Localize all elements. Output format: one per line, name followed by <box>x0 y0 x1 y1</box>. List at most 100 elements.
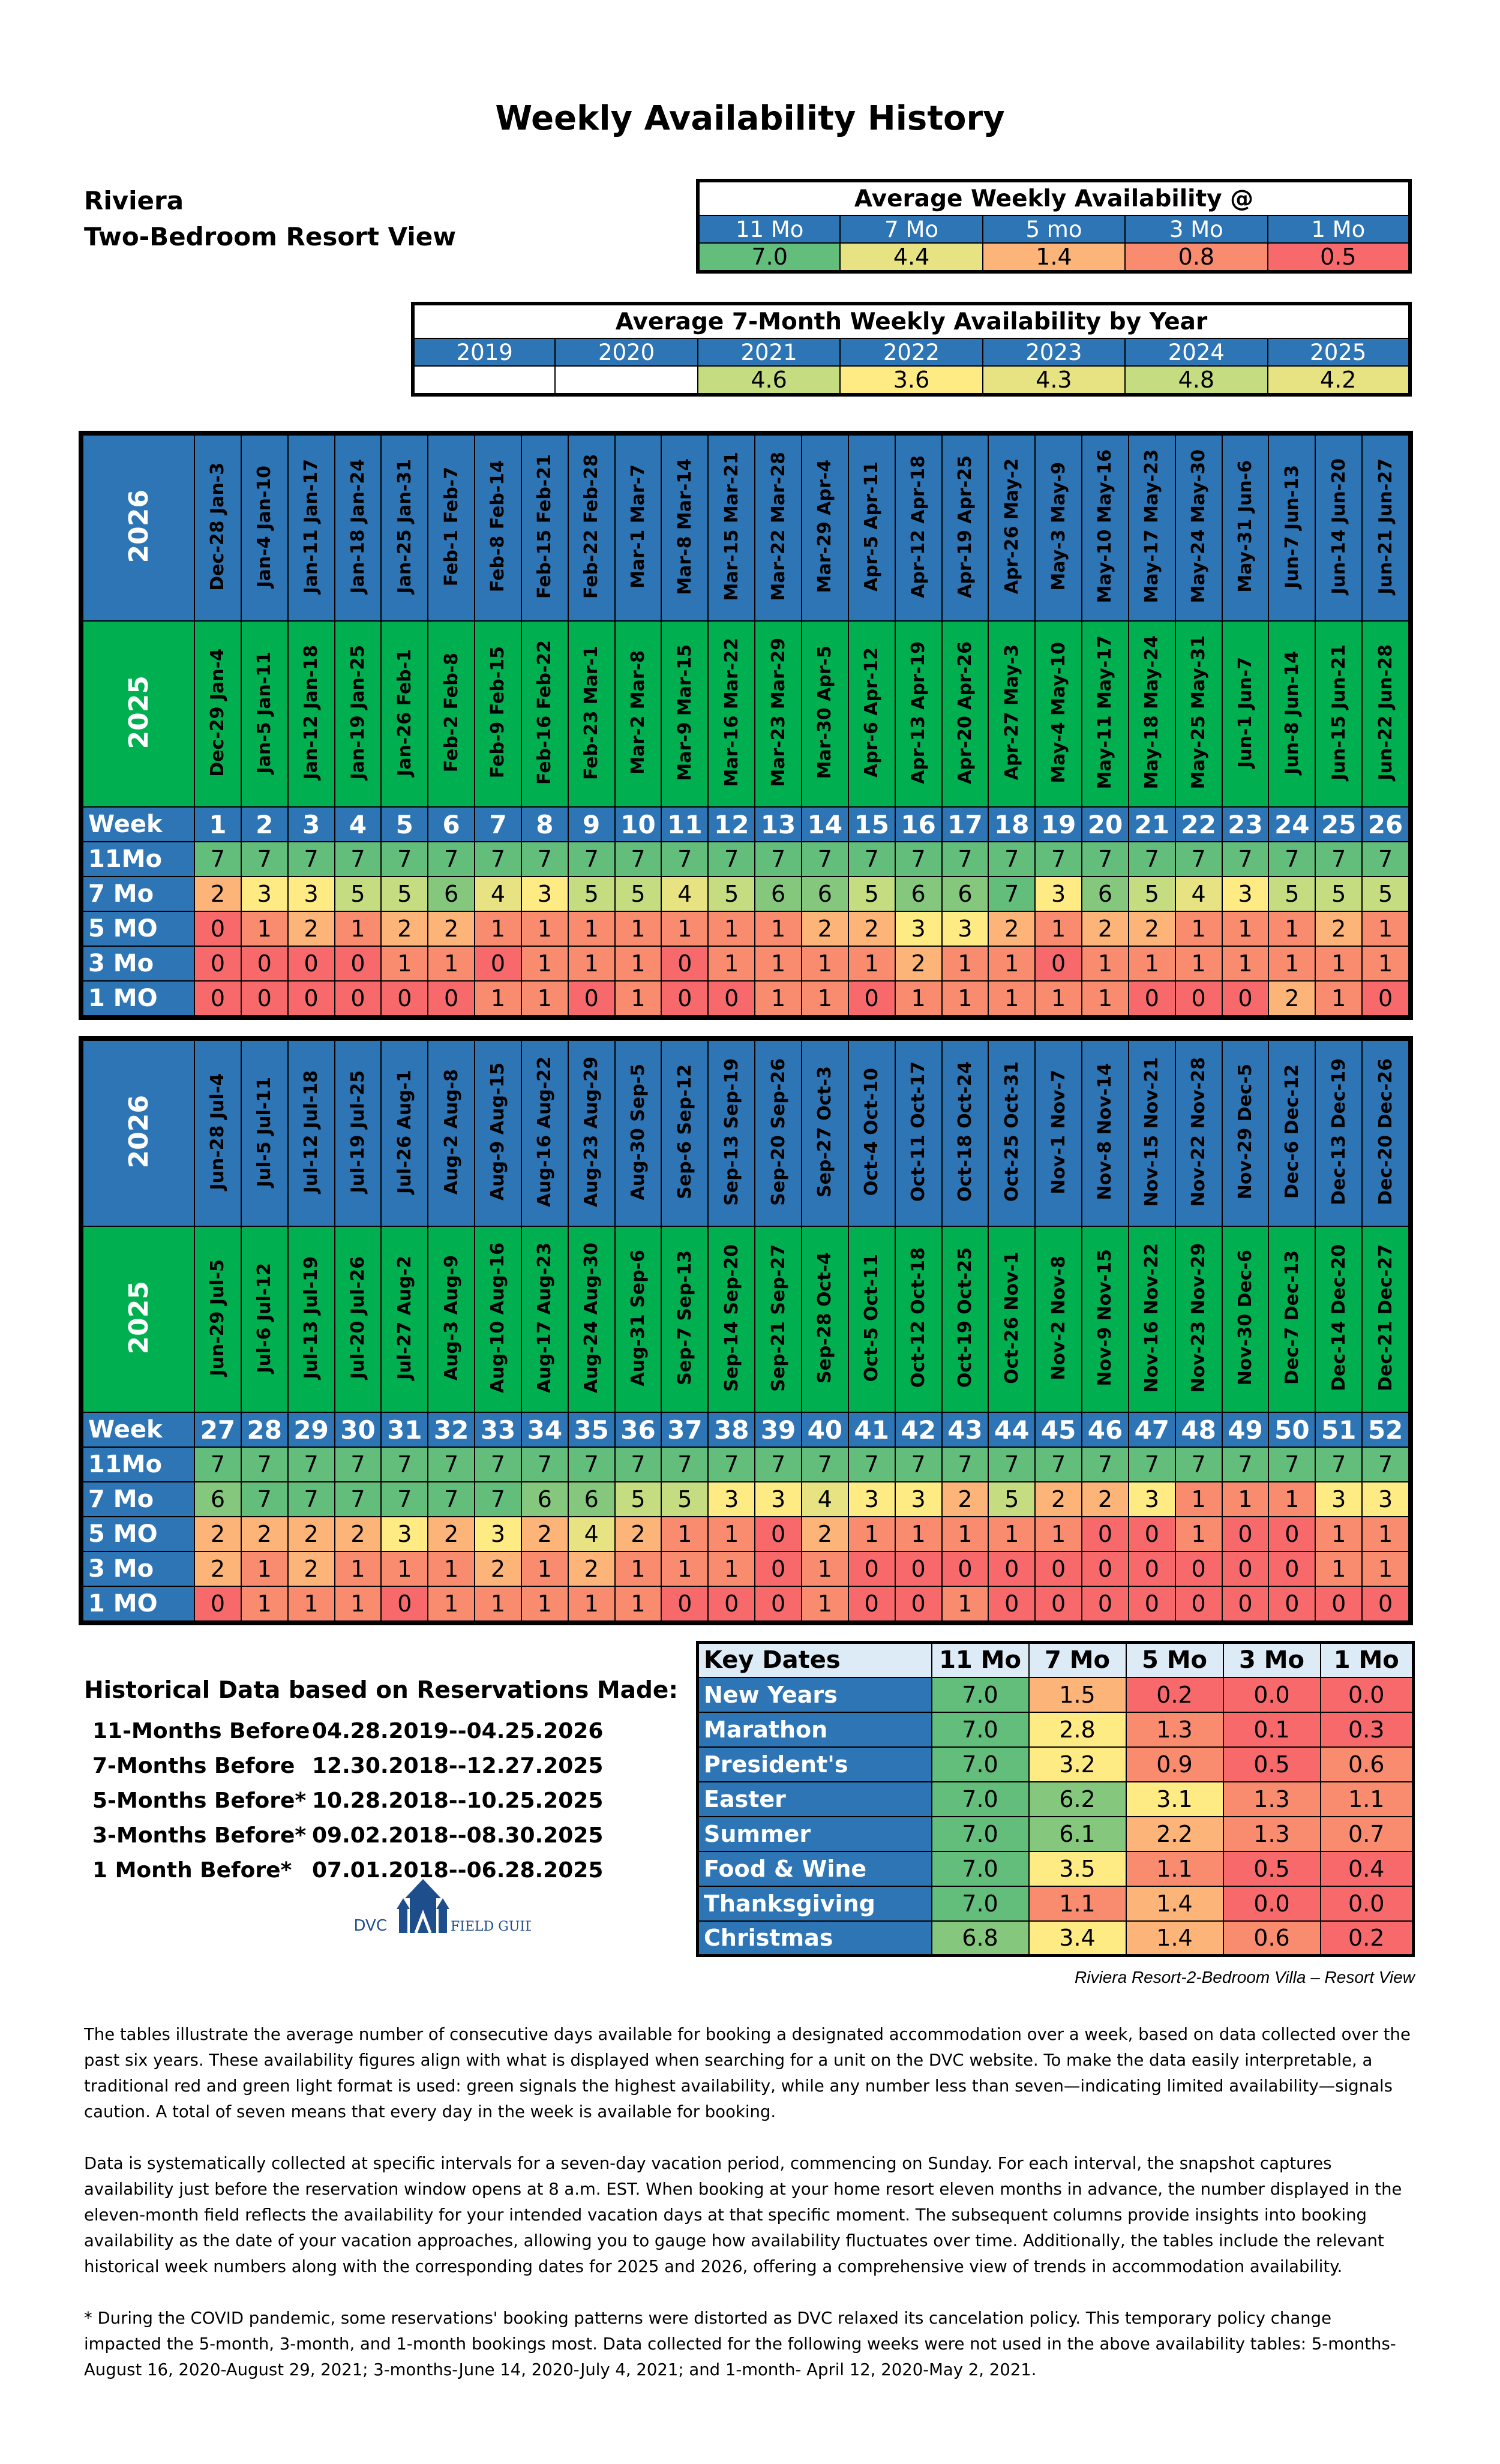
week-number: 33 <box>474 1412 522 1448</box>
availability-cell: 1 <box>1034 1516 1083 1552</box>
availability-cell: 7 <box>1315 1446 1363 1482</box>
year-average: 4.3 <box>982 365 1126 395</box>
week-date-range: Feb-22 Feb-28 <box>567 434 616 622</box>
availability-cell: 2 <box>800 1516 849 1552</box>
week-date-range: Feb-9 Feb-15 <box>474 620 522 808</box>
availability-cell: 7 <box>194 1446 242 1482</box>
availability-cell: 4 <box>800 1481 849 1517</box>
date-range-text: Mar-2 Mar-8 <box>628 650 649 775</box>
availability-cell: 2 <box>520 1516 569 1552</box>
availability-cell: 0 <box>1174 1551 1223 1587</box>
week-date-range: Apr-12 Apr-18 <box>894 434 943 622</box>
date-range-text: Oct-25 Oct-31 <box>1001 1061 1022 1202</box>
availability-cell: 5 <box>847 876 896 912</box>
date-range-text: Dec-6 Dec-12 <box>1281 1064 1303 1199</box>
availability-cell: 3 <box>894 911 943 947</box>
availability-cell: 7 <box>1081 841 1129 877</box>
availability-cell: 0 <box>474 946 522 982</box>
availability-cell: 7 <box>800 841 849 877</box>
week-date-range: Nov-22 Nov-28 <box>1174 1040 1223 1227</box>
availability-cell: 6 <box>800 876 849 912</box>
date-range-text: Jun-14 Jun-20 <box>1328 458 1349 595</box>
date-range-text: May-18 May-24 <box>1141 635 1163 790</box>
availability-cell: 7 <box>1268 841 1316 877</box>
key-date-value: 0.0 <box>1222 1676 1321 1713</box>
date-range-text: Nov-29 Dec-5 <box>1234 1064 1256 1200</box>
week-number: 29 <box>287 1412 335 1448</box>
week-number: 10 <box>614 806 662 842</box>
availability-cell: 7 <box>287 1481 335 1517</box>
week-date-range: Feb-2 Feb-8 <box>427 620 476 808</box>
date-range-text: Jan-5 Jan-11 <box>254 651 275 774</box>
availability-cell: 1 <box>614 946 662 982</box>
week-date-range: May-25 May-31 <box>1174 620 1223 808</box>
week-date-range: Jul-6 Jul-12 <box>240 1226 289 1413</box>
availability-cell: 7 <box>1034 841 1083 877</box>
week-number: 2 <box>240 806 289 842</box>
key-date-value: 3.2 <box>1028 1746 1127 1782</box>
week-date-range: Oct-5 Oct-11 <box>847 1226 896 1413</box>
week-date-range: Dec-21 Dec-27 <box>1361 1226 1409 1413</box>
week-date-range: Aug-2 Aug-8 <box>427 1040 476 1227</box>
availability-cell: 3 <box>1127 1481 1176 1517</box>
availability-cell: 7 <box>240 1446 289 1482</box>
week-number: 14 <box>800 806 849 842</box>
availability-cell: 0 <box>661 946 709 982</box>
availability-cell: 7 <box>427 841 476 877</box>
key-date-value: 0.3 <box>1319 1711 1414 1748</box>
week-date-range: Nov-15 Nov-21 <box>1127 1040 1176 1227</box>
availability-cell: 5 <box>1268 876 1316 912</box>
availability-cell: 0 <box>847 1586 896 1622</box>
availability-cell: 6 <box>427 876 476 912</box>
availability-cell: 0 <box>1127 1551 1176 1587</box>
week-date-range: Sep-20 Sep-26 <box>754 1040 802 1227</box>
week-number: 41 <box>847 1412 896 1448</box>
availability-cell: 6 <box>894 876 943 912</box>
availability-cell: 1 <box>614 911 662 947</box>
availability-cell: 1 <box>847 946 896 982</box>
historical-row: 5-Months Before* 10.28.2018--10.25.2025 <box>84 1783 678 1818</box>
availability-cell: 0 <box>1221 1516 1270 1552</box>
key-date-name: President's <box>697 1746 932 1782</box>
date-range-text: Sep-7 Sep-13 <box>674 1250 695 1385</box>
availability-cell: 0 <box>1081 1551 1129 1587</box>
week-date-range: Jan-25 Jan-31 <box>380 434 429 622</box>
availability-cell: 1 <box>941 1516 989 1552</box>
week-number: 20 <box>1081 806 1129 842</box>
date-range-text: Oct-4 Oct-10 <box>861 1067 883 1196</box>
availability-cell: 0 <box>1268 1586 1316 1622</box>
key-date-value: 0.1 <box>1222 1711 1321 1748</box>
week-number: 28 <box>240 1412 289 1448</box>
week-date-range: Jun-15 Jun-21 <box>1315 620 1363 808</box>
week-number: 27 <box>194 1412 242 1448</box>
availability-cell: 1 <box>427 1586 476 1622</box>
week-number: 19 <box>1034 806 1083 842</box>
week-number: 15 <box>847 806 896 842</box>
date-range-text: May-17 May-23 <box>1141 449 1163 604</box>
date-range-text: Jun-1 Jun-7 <box>1234 657 1256 768</box>
key-date-name: New Years <box>697 1676 932 1713</box>
week-number: 4 <box>334 806 382 842</box>
date-range-text: Nov-9 Nov-15 <box>1094 1249 1116 1386</box>
week-date-range: Dec-13 Dec-19 <box>1315 1040 1363 1227</box>
interval-header: 1 Mo <box>1319 1641 1414 1678</box>
key-date-name: Christmas <box>697 1920 932 1956</box>
availability-cell: 7 <box>520 841 569 877</box>
availability-cell: 2 <box>380 911 429 947</box>
availability-cell: 3 <box>847 1481 896 1517</box>
week-date-range: Apr-20 Apr-26 <box>941 620 989 808</box>
availability-cell: 1 <box>988 980 1036 1016</box>
week-date-range: Sep-13 Sep-19 <box>707 1040 756 1227</box>
availability-cell: 5 <box>988 1481 1036 1517</box>
availability-cell: 0 <box>1034 1586 1083 1622</box>
availability-cell: 7 <box>1268 1446 1316 1482</box>
availability-cell: 0 <box>1034 946 1083 982</box>
availability-cell: 1 <box>661 911 709 947</box>
availability-cell: 0 <box>988 1551 1036 1587</box>
week-date-range: Jan-4 Jan-10 <box>240 434 289 622</box>
interval-average: 7.0 <box>697 242 841 272</box>
availability-cell: 2 <box>988 911 1036 947</box>
availability-cell: 0 <box>707 1586 756 1622</box>
interval-row-label: 11Mo <box>82 841 195 877</box>
availability-cell: 0 <box>194 1586 242 1622</box>
